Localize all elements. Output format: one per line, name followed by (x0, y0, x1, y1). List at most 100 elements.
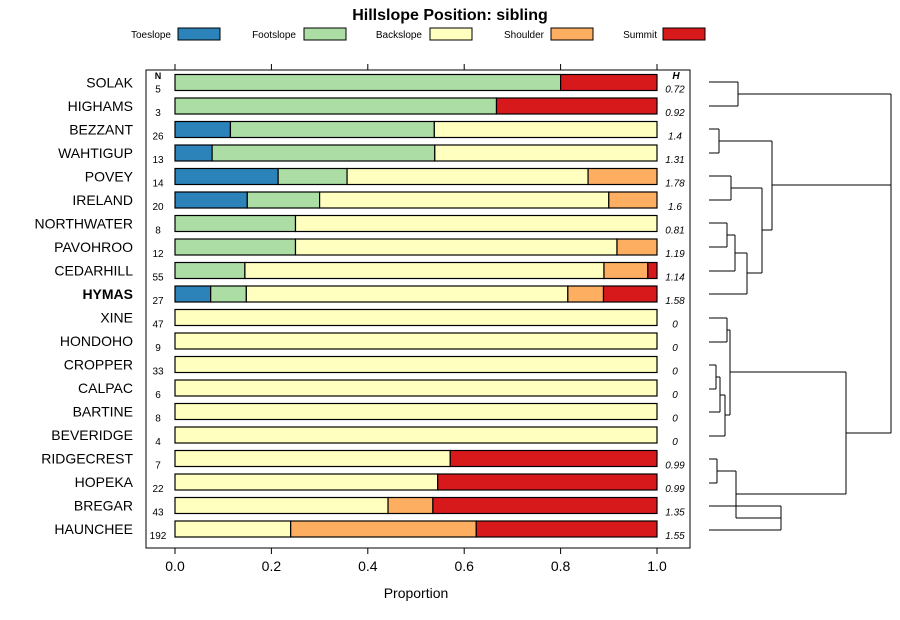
bar-segment-haunchee-shoulder (290, 520, 477, 538)
row-label-bregar: BREGAR (74, 498, 133, 514)
bar-segment-cedarhill-footslope (174, 261, 246, 280)
h-value-highams: 0.92 (665, 108, 685, 119)
bar-segment-bezzant-toeslope (174, 120, 232, 139)
n-value-hondoho: 9 (155, 343, 161, 354)
row-label-hymas: HYMAS (82, 286, 133, 302)
bar-segment-povey-toeslope (174, 167, 279, 186)
legend-label-toeslope: Toeslope (131, 30, 171, 41)
x-tick-label-5: 1.0 (647, 558, 667, 574)
row-label-povey: POVEY (85, 169, 134, 185)
row-label-ireland: IRELAND (72, 192, 133, 208)
x-axis-label: Proportion (384, 585, 449, 601)
legend-label-footslope: Footslope (252, 30, 296, 41)
legend: Toeslope Footslope Backslope Shoulder Summit (131, 27, 706, 41)
chart-title: Hillslope Position: sibling (352, 7, 548, 24)
bar-segment-solak-summit (559, 73, 658, 92)
h-value-hondoho: 0 (672, 343, 678, 354)
bar-segment-beveridge-backslope (174, 426, 658, 444)
h-value-hymas: 1.58 (665, 296, 685, 307)
n-value-beveridge: 4 (155, 437, 161, 448)
row-label-highams: HIGHAMS (68, 98, 133, 114)
bar-segment-bartine-backslope (174, 402, 658, 421)
n-value-ridgecrest: 7 (155, 461, 161, 472)
h-value-hopeka: 0.99 (665, 484, 685, 495)
bar-segment-hymas-shoulder (567, 285, 605, 303)
bar-segment-solak-footslope (174, 73, 562, 92)
legend-swatch-backslope (429, 27, 473, 41)
row-label-xine: XINE (100, 310, 133, 326)
n-value-cropper: 33 (152, 367, 164, 378)
row-label-bezzant: BEZZANT (69, 122, 133, 138)
h-value-cedarhill: 1.14 (665, 273, 685, 284)
bar-segment-hymas-backslope (245, 285, 569, 303)
bar-segment-bezzant-backslope (433, 120, 658, 139)
bar-segment-ireland-toeslope (174, 191, 248, 209)
row-label-cropper: CROPPER (64, 357, 133, 373)
legend-label-shoulder: Shoulder (504, 30, 545, 41)
row-label-hopeka: HOPEKA (75, 474, 134, 490)
bar-segment-povey-backslope (346, 167, 589, 186)
bar-segment-ireland-footslope (246, 191, 321, 209)
bar-segment-povey-footslope (277, 167, 348, 186)
h-value-povey: 1.78 (665, 179, 685, 190)
bar-segment-hymas-toeslope (174, 285, 212, 303)
plot-frame (145, 69, 691, 549)
x-tick-label-2: 0.4 (358, 558, 378, 574)
bar-segment-highams-footslope (174, 97, 498, 115)
n-value-highams: 3 (155, 108, 161, 119)
bar-segment-calpac-backslope (174, 379, 658, 397)
bar-segment-cedarhill-backslope (244, 261, 605, 280)
row-label-solak: SOLAK (86, 75, 133, 91)
row-label-pavohroo: PAVOHROO (54, 239, 133, 255)
h-value-bezzant: 1.4 (668, 132, 682, 143)
dendrogram (709, 81, 892, 531)
n-value-solak: 5 (155, 85, 161, 96)
n-header: N (155, 71, 162, 81)
row-label-beveridge: BEVERIDGE (51, 427, 133, 443)
bar-segment-haunchee-summit (475, 520, 658, 538)
n-value-hymas: 27 (152, 296, 164, 307)
n-value-ireland: 20 (152, 202, 164, 213)
bar-segment-hymas-summit (602, 285, 658, 303)
row-label-cedarhill: CEDARHILL (54, 263, 133, 279)
bar-segment-cedarhill-summit (647, 261, 658, 280)
h-value-ireland: 1.6 (668, 202, 682, 213)
bar-segment-hopeka-summit (437, 473, 658, 491)
row-label-ridgecrest: RIDGECREST (41, 451, 133, 467)
h-value-northwater: 0.81 (665, 226, 684, 237)
bar-segment-ireland-backslope (319, 191, 610, 209)
n-value-bregar: 43 (152, 508, 164, 519)
n-value-haunchee: 192 (150, 531, 167, 542)
legend-swatch-toeslope (177, 27, 221, 41)
legend-swatch-shoulder (550, 27, 594, 41)
bars-group (174, 73, 658, 538)
h-value-ridgecrest: 0.99 (665, 461, 685, 472)
bar-segment-pavohroo-backslope (294, 238, 618, 256)
row-label-northwater: NORTHWATER (34, 216, 133, 232)
n-value-pavohroo: 12 (152, 249, 164, 260)
bar-segment-hymas-footslope (210, 285, 247, 303)
h-value-pavohroo: 1.19 (665, 249, 685, 260)
h-value-bregar: 1.35 (665, 508, 685, 519)
n-value-cedarhill: 55 (152, 273, 164, 284)
legend-swatch-summit (662, 27, 706, 41)
bar-segment-povey-shoulder (587, 167, 658, 186)
row-label-calpac: CALPAC (78, 380, 133, 396)
h-value-bartine: 0 (672, 414, 678, 425)
legend-swatch-footslope (303, 27, 347, 41)
bar-segment-pavohroo-footslope (174, 238, 297, 256)
x-tick-label-1: 0.2 (262, 558, 282, 574)
h-value-haunchee: 1.55 (665, 531, 685, 542)
bar-segment-pavohroo-shoulder (616, 238, 658, 256)
bar-segment-cedarhill-shoulder (603, 261, 649, 280)
x-tick-label-0: 0.0 (165, 558, 185, 574)
n-value-northwater: 8 (155, 226, 161, 237)
bar-segment-ridgecrest-summit (449, 449, 658, 468)
h-value-beveridge: 0 (672, 437, 678, 448)
x-tick-label-3: 0.6 (454, 558, 474, 574)
row-label-hondoho: HONDOHO (60, 333, 133, 349)
bar-segment-haunchee-backslope (174, 520, 292, 538)
bar-segment-northwater-footslope (174, 214, 297, 233)
